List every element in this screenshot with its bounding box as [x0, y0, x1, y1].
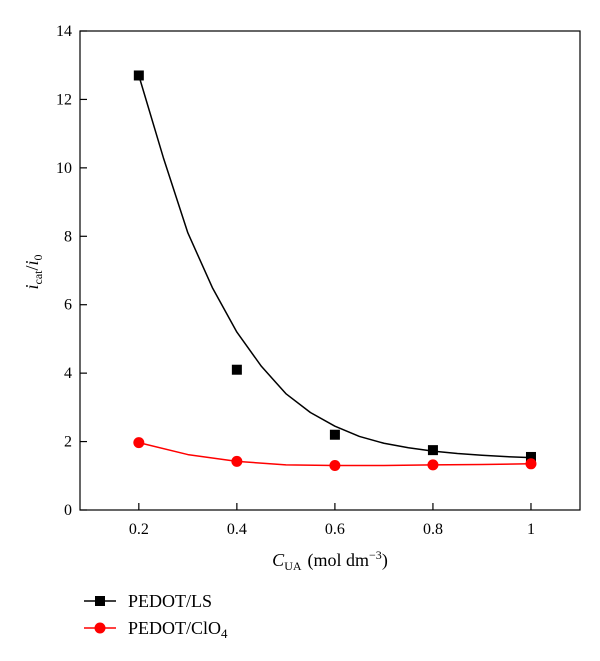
x-tick-label: 0.2 [129, 521, 149, 538]
y-tick-label: 10 [56, 160, 72, 177]
data-point-pedot-ls [427, 445, 438, 456]
y-tick-label: 0 [64, 502, 72, 519]
data-point-pedot-ls [133, 70, 144, 81]
y-tick-label: 4 [64, 365, 72, 382]
x-tick-label: 0.8 [423, 521, 443, 538]
legend-marker-pedot-clo4 [94, 622, 106, 634]
data-point-pedot-clo4 [427, 459, 439, 471]
x-axis-ticks: 0.2 0.4 0.6 0.8 1 [129, 503, 535, 538]
y-axis-ticks: 0 2 4 6 8 10 12 14 [56, 23, 87, 519]
axes [79, 30, 581, 511]
x-tick-label: 0.6 [325, 521, 345, 538]
data-point-pedot-clo4 [329, 460, 341, 472]
data-point-pedot-ls [329, 429, 340, 440]
legend-label-pedot-clo4: PEDOT/ClO4 [128, 618, 228, 641]
fit-curve-pedot-ls [138, 75, 532, 459]
y-tick-label: 12 [56, 91, 72, 108]
y-tick-label: 14 [56, 23, 72, 40]
data-point-pedot-ls [525, 451, 536, 462]
legend-item-pedot-clo4: PEDOT/ClO4 [84, 618, 228, 641]
legend: PEDOT/LS PEDOT/ClO4 [84, 591, 228, 641]
x-tick-label: 0.4 [227, 521, 247, 538]
y-axis-title: icat/i0 [22, 254, 45, 289]
data-point-pedot-ls [231, 364, 242, 375]
fit-curves [138, 75, 532, 467]
data-points [133, 70, 537, 472]
data-point-pedot-clo4 [133, 437, 145, 449]
y-tick-label: 2 [64, 434, 72, 451]
y-tick-label: 8 [64, 228, 72, 245]
plot-frame [79, 30, 581, 511]
legend-item-pedot-ls: PEDOT/LS [84, 591, 212, 611]
data-point-pedot-clo4 [525, 458, 537, 470]
x-tick-label: 1 [527, 521, 535, 538]
data-point-pedot-clo4 [231, 455, 243, 467]
legend-marker-pedot-ls [95, 596, 105, 606]
x-axis-title: CUA (mol dm−3) [272, 548, 388, 573]
legend-label-pedot-ls: PEDOT/LS [128, 591, 212, 611]
y-tick-label: 6 [64, 297, 72, 314]
